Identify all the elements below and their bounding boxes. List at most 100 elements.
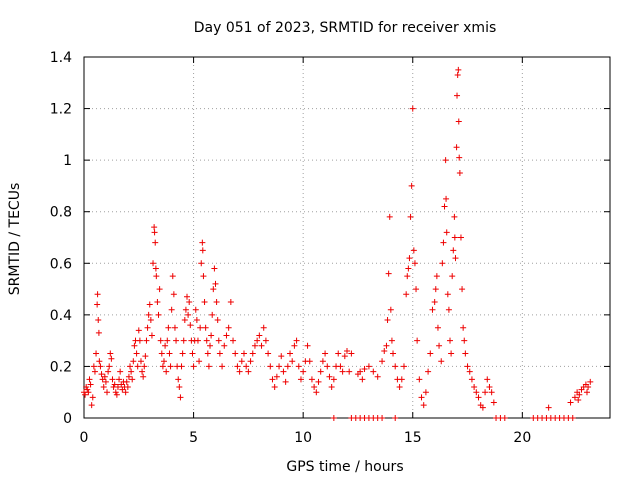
- x-tick-label: 20: [513, 430, 531, 446]
- data-point: [177, 394, 184, 401]
- data-point: [104, 389, 111, 396]
- data-point: [427, 350, 434, 357]
- data-point: [186, 298, 193, 305]
- data-point: [223, 332, 230, 339]
- data-point: [201, 298, 208, 305]
- data-point: [313, 389, 320, 396]
- data-point: [440, 239, 447, 246]
- data-point: [278, 353, 285, 360]
- data-point: [461, 337, 468, 344]
- y-tick-label: 0: [63, 411, 72, 427]
- data-point: [585, 384, 592, 391]
- data-point: [400, 363, 407, 370]
- data-point: [315, 378, 322, 385]
- data-point: [167, 363, 174, 370]
- data-point: [165, 324, 172, 331]
- data-point: [227, 298, 234, 305]
- data-point: [475, 394, 482, 401]
- data-point: [308, 376, 315, 383]
- data-point: [168, 306, 175, 313]
- data-point: [153, 273, 160, 280]
- data-point: [452, 255, 459, 262]
- data-point: [173, 337, 180, 344]
- data-point: [151, 224, 158, 231]
- data-point: [127, 363, 134, 370]
- data-point: [450, 247, 457, 254]
- data-point: [455, 118, 462, 125]
- chart-title: Day 051 of 2023, SRMTID for receiver xmi…: [194, 20, 497, 36]
- data-point: [410, 247, 417, 254]
- data-point: [454, 92, 461, 99]
- data-point: [100, 384, 107, 391]
- x-tick-label: 10: [294, 430, 312, 446]
- x-axis-label: GPS time / hours: [286, 459, 403, 475]
- data-point: [432, 286, 439, 293]
- data-point: [374, 373, 381, 380]
- data-point: [202, 324, 209, 331]
- data-point: [488, 389, 495, 396]
- data-point: [576, 391, 583, 398]
- data-point: [575, 396, 582, 403]
- data-point: [456, 170, 463, 177]
- data-point: [379, 415, 386, 421]
- data-point: [267, 363, 274, 370]
- data-point: [444, 291, 451, 298]
- data-point: [204, 350, 211, 357]
- data-point: [105, 368, 112, 375]
- data-point: [131, 342, 138, 349]
- data-point: [95, 317, 102, 324]
- data-point: [451, 234, 458, 241]
- data-point: [171, 324, 178, 331]
- data-point: [306, 358, 313, 365]
- data-point: [87, 381, 94, 388]
- data-point: [209, 311, 216, 318]
- data-point: [392, 415, 399, 421]
- data-point: [124, 384, 131, 391]
- data-point: [583, 389, 590, 396]
- data-point: [392, 363, 399, 370]
- data-point: [181, 317, 188, 324]
- data-point: [433, 273, 440, 280]
- data-point: [194, 337, 201, 344]
- data-point: [441, 203, 448, 210]
- data-point: [192, 306, 199, 313]
- data-point: [117, 368, 124, 375]
- data-point: [134, 363, 141, 370]
- data-point: [205, 363, 212, 370]
- y-tick-label: 1.2: [50, 102, 72, 118]
- data-point: [464, 363, 471, 370]
- data-point: [144, 324, 151, 331]
- data-point: [147, 317, 154, 324]
- data-point: [148, 332, 155, 339]
- data-point: [442, 157, 449, 164]
- y-axis-label: SRMTID / TECUs: [7, 183, 23, 296]
- data-point: [317, 368, 324, 375]
- data-point: [133, 350, 140, 357]
- data-point: [260, 324, 267, 331]
- data-point: [178, 363, 185, 370]
- data-point: [102, 378, 109, 385]
- data-point: [473, 389, 480, 396]
- data-point: [484, 376, 491, 383]
- data-point: [339, 368, 346, 375]
- data-point: [108, 355, 115, 362]
- data-point: [142, 353, 149, 360]
- data-point: [319, 358, 326, 365]
- data-point: [210, 286, 217, 293]
- data-point: [384, 317, 391, 324]
- data-point: [407, 213, 414, 220]
- data-point: [238, 358, 245, 365]
- data-point: [236, 368, 243, 375]
- data-point: [459, 286, 466, 293]
- data-point: [82, 391, 89, 398]
- data-point: [156, 286, 163, 293]
- data-point: [215, 337, 222, 344]
- data-point: [388, 337, 395, 344]
- data-point: [143, 337, 150, 344]
- data-point: [189, 350, 196, 357]
- data-point: [140, 373, 147, 380]
- data-point: [175, 376, 182, 383]
- data-point: [84, 386, 91, 393]
- data-point: [141, 363, 148, 370]
- plot-frame: [83, 56, 611, 419]
